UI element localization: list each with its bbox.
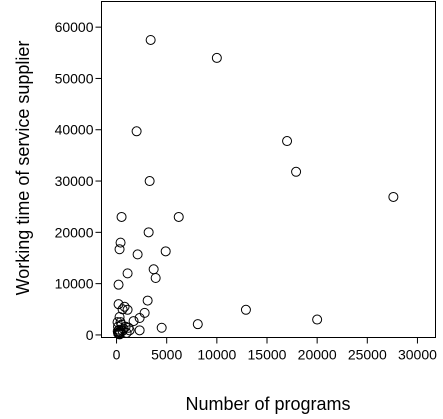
y-axis-label: Working time of service supplier [13, 41, 33, 296]
x-tick-label: 0 [113, 347, 121, 363]
y-tick-label: 30000 [55, 173, 94, 189]
data-point [139, 307, 150, 318]
x-axis: 0 5000 10000 15000 20000 25000 30000 [113, 337, 437, 363]
data-point [142, 295, 153, 306]
data-point [134, 313, 145, 324]
data-point [119, 301, 130, 312]
y-tick-label: 10000 [55, 276, 94, 292]
data-point [114, 244, 125, 255]
data-point [211, 52, 222, 63]
data-point [240, 304, 251, 315]
data-point [113, 279, 124, 290]
data-point [144, 176, 155, 187]
data-point [160, 246, 171, 257]
data-point [122, 304, 133, 315]
x-tick-label: 10000 [197, 347, 236, 363]
data-point [173, 211, 184, 222]
data-point [388, 191, 399, 202]
data-point [122, 268, 133, 279]
data-point [145, 34, 156, 45]
y-tick-label: 60000 [55, 19, 94, 35]
data-point [134, 325, 145, 336]
data-point [114, 311, 125, 322]
x-tick-label: 5000 [151, 347, 182, 363]
data-points [112, 34, 399, 340]
data-point [128, 316, 139, 327]
x-tick-label: 25000 [348, 347, 387, 363]
data-point [312, 314, 323, 325]
x-tick-label: 30000 [398, 347, 437, 363]
data-point [192, 319, 203, 330]
y-axis: 0 10000 20000 30000 40000 50000 60000 [55, 19, 102, 343]
data-point [131, 126, 142, 137]
y-tick-label: 20000 [55, 224, 94, 240]
x-axis-label: Number of programs [185, 394, 350, 414]
data-point [150, 272, 161, 283]
y-tick-label: 50000 [55, 70, 94, 86]
plot-frame [101, 1, 436, 338]
data-point [132, 249, 143, 260]
x-tick-label: 20000 [298, 347, 337, 363]
data-point [291, 166, 302, 177]
y-tick-label: 40000 [55, 122, 94, 138]
data-point [115, 237, 126, 248]
x-tick-label: 15000 [248, 347, 287, 363]
data-point [124, 325, 135, 336]
data-point [148, 264, 159, 275]
data-point [117, 325, 128, 336]
data-point [282, 136, 293, 147]
y-tick-label: 0 [86, 327, 94, 343]
data-point [156, 322, 167, 333]
data-point [114, 329, 125, 340]
data-point [143, 227, 154, 238]
data-point [116, 211, 127, 222]
